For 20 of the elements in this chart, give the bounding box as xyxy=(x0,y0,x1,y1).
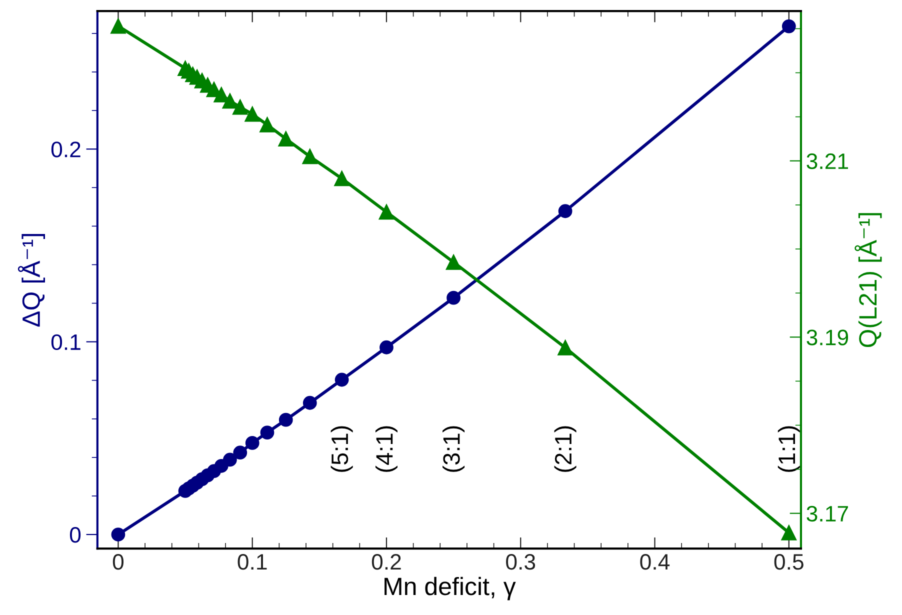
annotation: (1:1) xyxy=(778,426,800,472)
annotation: (5:1) xyxy=(330,426,353,472)
y-tick-label: 0.1 xyxy=(51,334,80,350)
y-tick-label: 0 xyxy=(70,527,81,543)
y2-tick-label: 3.21 xyxy=(806,153,848,170)
annotation: (4:1) xyxy=(375,426,398,472)
x-axis-title: Mn deficit, γ xyxy=(384,576,516,600)
y2-tick-label: 3.17 xyxy=(806,506,848,522)
x-tick-label: 0.3 xyxy=(506,554,536,570)
y2-axis-title: Q(L21) [Å⁻¹] xyxy=(854,213,882,348)
x-tick-label: 0.2 xyxy=(372,554,401,570)
y-tick-label: 0.2 xyxy=(51,142,80,158)
x-tick-label: 0 xyxy=(112,554,124,570)
annotation: (2:1) xyxy=(554,426,576,472)
x-tick-label: 0.1 xyxy=(238,554,267,570)
annotation: (3:1) xyxy=(442,426,465,472)
y-axis-title: ΔQ [Å⁻¹] xyxy=(18,234,45,327)
x-tick-label: 0.4 xyxy=(640,554,670,570)
x-tick-label: 0.5 xyxy=(774,554,804,570)
y2-tick-label: 3.19 xyxy=(806,330,848,346)
